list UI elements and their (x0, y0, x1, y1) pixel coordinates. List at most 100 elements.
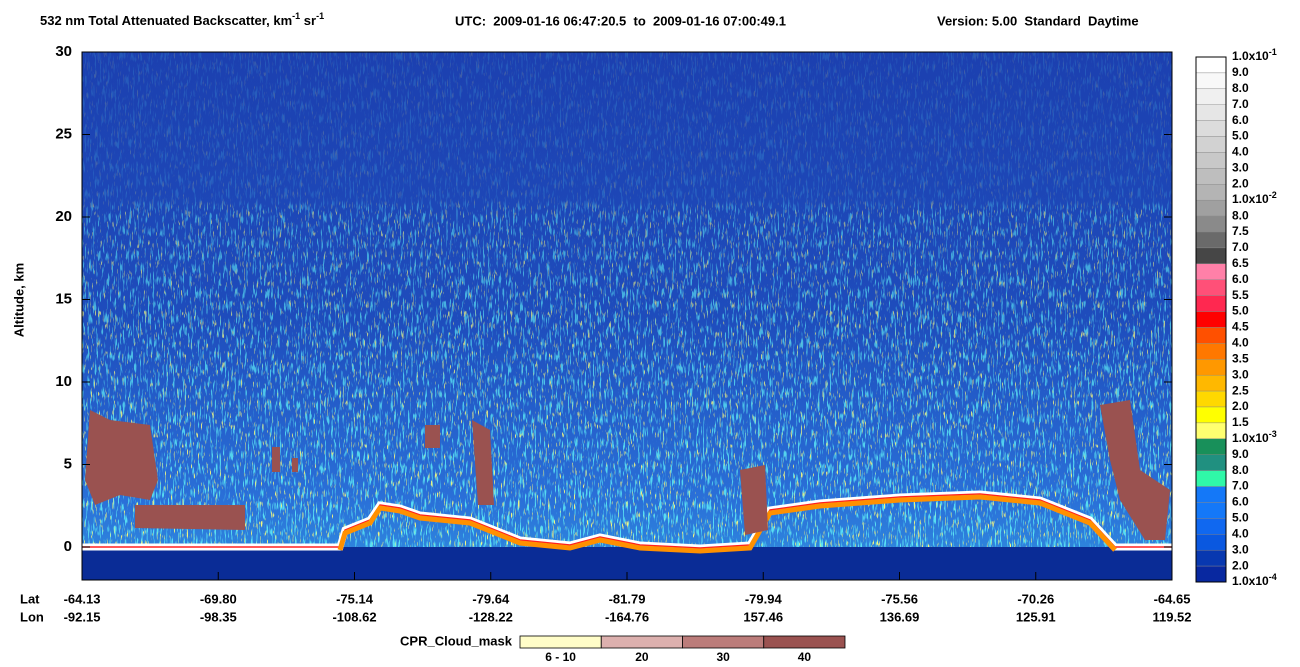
colorbar-label: 2.0 (1232, 399, 1249, 413)
legend-swatch (763, 635, 846, 649)
colorbar-label: 7.0 (1232, 97, 1249, 111)
x-row-label: Lon (20, 609, 44, 624)
colorbar-swatch (1195, 486, 1227, 503)
colorbar-label: 6.0 (1232, 113, 1249, 127)
noise (82, 52, 1172, 547)
colorbar-swatch (1195, 470, 1227, 487)
colorbar-label: 5.0 (1232, 129, 1249, 143)
colorbar-label: 2.0 (1232, 558, 1249, 572)
title-text: sr (300, 13, 316, 28)
colorbar-swatch (1195, 279, 1227, 296)
x-tick-label: -108.62 (332, 609, 376, 624)
colorbar-swatch (1195, 120, 1227, 137)
colorbar-label: 5.0 (1232, 511, 1249, 525)
colorbar-swatch (1195, 88, 1227, 105)
colorbar-label: 6.0 (1232, 495, 1249, 509)
x-tick-label: 136.69 (880, 609, 920, 624)
colorbar-swatch (1195, 311, 1227, 328)
y-tick-label: 20 (55, 208, 72, 225)
title-exponent: -1 (292, 11, 300, 21)
x-tick-label: -75.14 (336, 591, 374, 606)
chart-title: 532 nm Total Attenuated Backscatter, km-… (40, 11, 324, 28)
colorbar-swatch (1195, 374, 1227, 392)
colorbar-label: 6.0 (1232, 272, 1249, 286)
x-tick-label: -92.15 (64, 609, 101, 624)
colorbar-swatch (1195, 327, 1227, 344)
colorbar-swatch (1195, 136, 1227, 153)
colorbar-label: 4.0 (1232, 526, 1249, 540)
colorbar-swatch (1195, 359, 1227, 376)
colorbar-label-exponent: -2 (1269, 191, 1277, 201)
x-tick-label: 125.91 (1016, 609, 1056, 624)
colorbar-swatch (1195, 168, 1227, 185)
plot-area (81, 51, 1173, 581)
colorbar-label: 3.5 (1232, 351, 1249, 365)
colorbar-label: 2.0 (1232, 176, 1249, 190)
legend-title: CPR_Cloud_mask (400, 633, 513, 648)
x-tick-label: 119.52 (1152, 609, 1191, 624)
colorbar-swatch (1195, 152, 1227, 169)
colorbar-label-exponent: -1 (1269, 47, 1277, 57)
x-tick-label: -79.64 (472, 591, 510, 606)
x-tick-label: -70.26 (1017, 591, 1054, 606)
colorbar-swatch (1195, 454, 1227, 471)
y-tick-label: 30 (55, 43, 72, 60)
y-tick-label: 25 (55, 125, 72, 142)
title-exponent: -1 (316, 11, 324, 21)
x-tick-label: -64.65 (1154, 591, 1191, 606)
colorbar-label: 1.0x10-3 (1232, 429, 1277, 445)
x-tick-label: -128.22 (469, 609, 513, 624)
colorbar-swatch (1195, 534, 1227, 551)
x-tick-label: -164.76 (605, 609, 649, 624)
colorbar-label: 4.5 (1232, 320, 1249, 334)
colorbar-label: 4.0 (1232, 336, 1249, 350)
colorbar-label: 8.0 (1232, 81, 1249, 95)
colorbar-label: 2.5 (1232, 383, 1249, 397)
colorbar-label-text: 1.0x10 (1232, 574, 1269, 588)
colorbar-label: 9.0 (1232, 447, 1249, 461)
utc-range: UTC: 2009-01-16 06:47:20.5 to 2009-01-16… (455, 13, 786, 28)
colorbar-label-exponent: -4 (1269, 572, 1277, 582)
colorbar-swatch (1195, 199, 1227, 217)
colorbar-label: 3.0 (1232, 367, 1249, 381)
colorbar-label-text: 1.0x10 (1232, 431, 1269, 445)
cpr-clouds (85, 400, 1170, 540)
surface-glow (337, 494, 1117, 554)
y-tick-label: 5 (64, 455, 72, 472)
colorbar-label: 9.0 (1232, 65, 1249, 79)
colorbar-label: 5.0 (1232, 304, 1249, 318)
colorbar-swatch (1195, 72, 1227, 90)
colorbar-label: 3.0 (1232, 161, 1249, 175)
y-axis-label: Altitude, km (11, 263, 26, 337)
y-tick-label: 15 (55, 290, 72, 307)
y-tick-label: 10 (55, 373, 72, 390)
colorbar-swatch (1195, 390, 1227, 408)
x-tick-label: -98.35 (200, 609, 237, 624)
legend-label: 6 - 10 (545, 650, 576, 664)
legend-swatch (600, 635, 683, 649)
version: Version: 5.00 Standard Daytime (937, 13, 1139, 28)
y-tick-label: 0 (64, 538, 72, 555)
legend-label: 40 (798, 650, 812, 664)
colorbar-swatch (1195, 184, 1227, 201)
x-tick-label: -79.94 (745, 591, 783, 606)
colorbar-label: 7.0 (1232, 479, 1249, 493)
colorbar-swatch (1195, 263, 1227, 280)
legend-swatch (682, 635, 765, 649)
colorbar-swatch (1195, 343, 1227, 360)
colorbar-swatch (1195, 231, 1227, 249)
colorbar-label: 3.0 (1232, 542, 1249, 556)
x-row-label: Lat (20, 591, 40, 606)
legend-swatch (519, 635, 602, 649)
colorbar-label: 6.5 (1232, 256, 1249, 270)
colorbar-swatch (1195, 422, 1227, 440)
colorbar-label: 7.5 (1232, 224, 1249, 238)
colorbar-label: 7.0 (1232, 240, 1249, 254)
colorbar-frame (1195, 56, 1227, 583)
colorbar-swatch (1195, 104, 1227, 121)
colorbar-swatch (1195, 549, 1227, 567)
title-text: 532 nm Total Attenuated Backscatter, km (40, 13, 292, 28)
colorbar-label-text: 1.0x10 (1232, 192, 1269, 206)
x-tick-label: 157.46 (743, 609, 783, 624)
